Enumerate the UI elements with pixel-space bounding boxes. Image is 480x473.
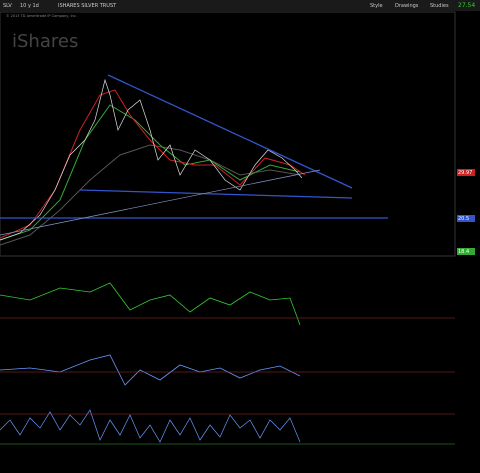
price-tag <box>457 215 475 222</box>
style-button[interactable]: Style <box>370 3 383 9</box>
drawings-button[interactable]: Drawings <box>395 3 419 9</box>
symbol[interactable]: SLV <box>3 3 12 9</box>
price-tag-label: 29.97 <box>458 170 472 176</box>
ma-mid <box>0 104 301 241</box>
instrument-name: ISHARES SILVER TRUST <box>58 3 117 9</box>
period[interactable]: 10 y 1d <box>20 3 39 9</box>
trendline <box>79 189 353 199</box>
ma-short <box>0 89 306 239</box>
trendline <box>107 74 353 189</box>
price-panel <box>0 11 456 257</box>
studies-button[interactable]: Studies <box>430 3 449 9</box>
price-tag-label: 18.4 <box>458 249 469 255</box>
copyright: © 2013 TD Ameritrade IP Company, Inc. <box>6 14 77 18</box>
macd-line <box>0 354 301 386</box>
tsi-line <box>0 282 301 326</box>
price-tag <box>457 248 475 255</box>
toolbar <box>0 0 480 11</box>
watermark: iShares <box>12 31 78 52</box>
trendline <box>0 169 321 236</box>
price-tag-label: 20.5 <box>458 216 469 222</box>
price-tag <box>457 169 475 176</box>
rsi-line <box>0 409 301 443</box>
price-series <box>0 78 303 241</box>
last-price: 27.54 <box>458 2 475 9</box>
